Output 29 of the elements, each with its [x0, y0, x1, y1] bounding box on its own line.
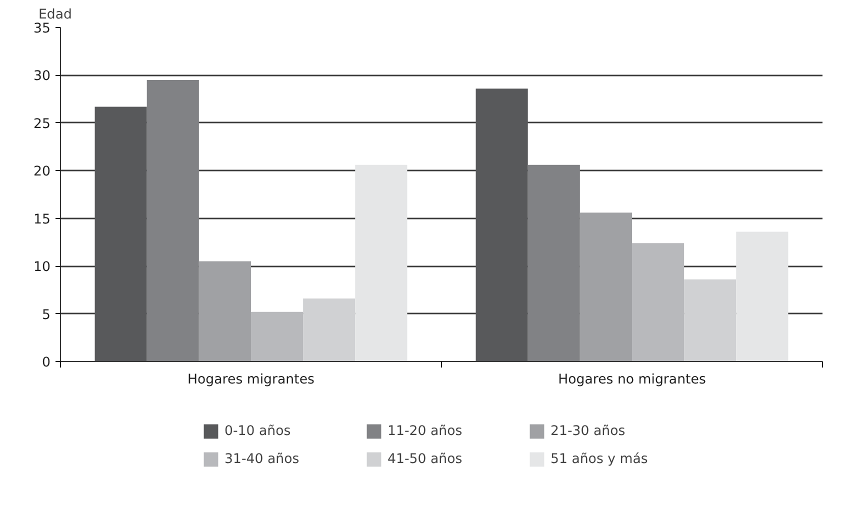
y-tick-label: 25	[34, 116, 51, 132]
legend-label: 41-50 años	[388, 452, 464, 466]
bar	[580, 212, 632, 362]
y-tick-label: 15	[34, 212, 51, 228]
bar	[94, 106, 147, 362]
bar	[198, 261, 251, 362]
bar	[736, 232, 788, 362]
legend-label: 51 años y más	[550, 452, 649, 466]
y-tick-label: 30	[34, 69, 51, 84]
legend-label: 31-40 años	[224, 452, 300, 466]
bar	[632, 243, 684, 362]
bar	[476, 88, 528, 362]
legend-label: 21-30 años	[550, 424, 626, 438]
bar	[355, 164, 408, 362]
y-tick-label: 35	[34, 22, 51, 36]
x-tick-label: Hogares migrantes	[188, 372, 315, 388]
bar	[251, 312, 304, 362]
bar	[303, 298, 356, 362]
y-tick-label: 10	[34, 260, 51, 276]
bar	[146, 80, 199, 362]
y-tick-label: 20	[34, 164, 51, 180]
legend-label: 0-10 años	[224, 424, 292, 438]
y-axis-title: Edad	[38, 8, 72, 22]
x-tick-label: Hogares no migrantes	[558, 372, 706, 388]
bar	[684, 279, 736, 362]
bar	[528, 164, 580, 362]
y-tick-label: 0	[42, 356, 51, 370]
legend-label: 11-20 años	[388, 424, 464, 438]
y-tick-label: 5	[42, 308, 51, 323]
